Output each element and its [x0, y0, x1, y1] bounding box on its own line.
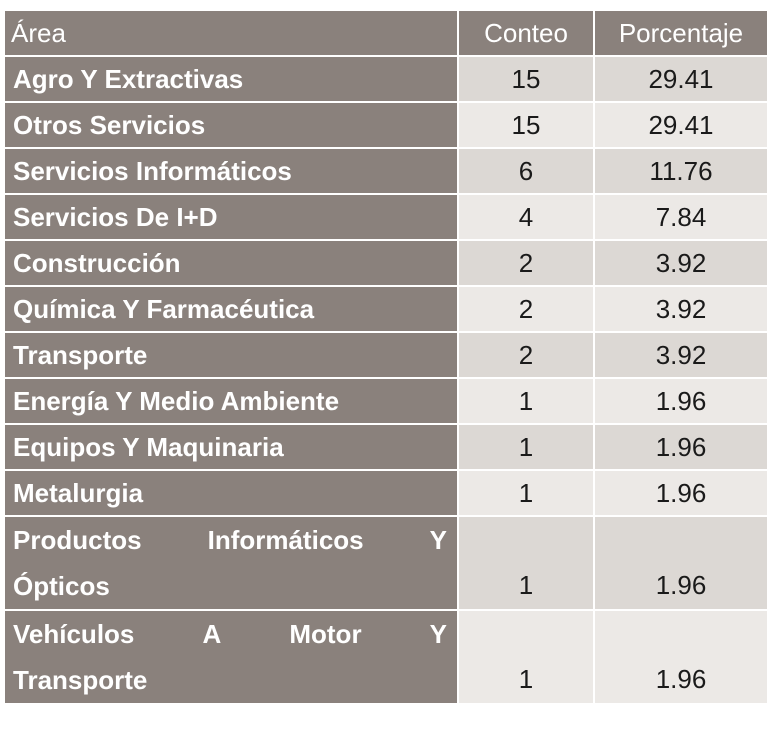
table-row: Construcción 2 3.92 — [5, 241, 767, 285]
area-count-table: Área Conteo Porcentaje Agro Y Extractiva… — [3, 9, 769, 705]
conteo-cell: 15 — [459, 103, 593, 147]
area-cell: Servicios De I+D — [5, 195, 457, 239]
area-cell: Energía Y Medio Ambiente — [5, 379, 457, 423]
conteo-cell: 6 — [459, 149, 593, 193]
table-row: Productos Informáticos Y Ópticos 1 1.96 — [5, 517, 767, 609]
header-area: Área — [5, 11, 457, 55]
porcentaje-cell: 1.96 — [595, 425, 767, 469]
area-cell: Agro Y Extractivas — [5, 57, 457, 101]
porcentaje-cell: 3.92 — [595, 333, 767, 377]
area-cell: Vehículos A Motor Y Transporte — [5, 611, 457, 703]
header-row: Área Conteo Porcentaje — [5, 11, 767, 55]
area-word: Y — [429, 525, 447, 555]
porcentaje-cell: 1.96 — [595, 471, 767, 515]
table-row: Otros Servicios 15 29.41 — [5, 103, 767, 147]
porcentaje-cell: 11.76 — [595, 149, 767, 193]
area-cell: Construcción — [5, 241, 457, 285]
table-row: Metalurgia 1 1.96 — [5, 471, 767, 515]
table-row: Vehículos A Motor Y Transporte 1 1.96 — [5, 611, 767, 703]
area-cell: Servicios Informáticos — [5, 149, 457, 193]
table-row: Química Y Farmacéutica 2 3.92 — [5, 287, 767, 331]
porcentaje-cell: 7.84 — [595, 195, 767, 239]
porcentaje-cell: 29.41 — [595, 57, 767, 101]
area-cell: Química Y Farmacéutica — [5, 287, 457, 331]
conteo-cell: 1 — [459, 611, 593, 703]
conteo-cell: 15 — [459, 57, 593, 101]
data-table-wrapper: Área Conteo Porcentaje Agro Y Extractiva… — [3, 9, 769, 705]
conteo-cell: 1 — [459, 379, 593, 423]
conteo-cell: 2 — [459, 241, 593, 285]
table-row: Servicios De I+D 4 7.84 — [5, 195, 767, 239]
conteo-cell: 4 — [459, 195, 593, 239]
area-cell: Equipos Y Maquinaria — [5, 425, 457, 469]
table-row: Equipos Y Maquinaria 1 1.96 — [5, 425, 767, 469]
area-cell: Otros Servicios — [5, 103, 457, 147]
area-cell: Productos Informáticos Y Ópticos — [5, 517, 457, 609]
area-line-1: Vehículos A Motor Y — [13, 611, 447, 657]
conteo-cell: 2 — [459, 287, 593, 331]
table-row: Energía Y Medio Ambiente 1 1.96 — [5, 379, 767, 423]
header-conteo: Conteo — [459, 11, 593, 55]
area-line-1: Productos Informáticos Y — [13, 517, 447, 563]
area-word: Y — [429, 619, 447, 649]
porcentaje-cell: 3.92 — [595, 241, 767, 285]
area-line-2: Transporte — [13, 665, 148, 695]
area-line-2: Ópticos — [13, 571, 110, 601]
table-row: Servicios Informáticos 6 11.76 — [5, 149, 767, 193]
header-porcentaje: Porcentaje — [595, 11, 767, 55]
porcentaje-cell: 1.96 — [595, 379, 767, 423]
area-word: Informáticos — [207, 525, 364, 555]
area-cell: Metalurgia — [5, 471, 457, 515]
conteo-cell: 2 — [459, 333, 593, 377]
area-word: Productos — [13, 525, 142, 555]
porcentaje-cell: 29.41 — [595, 103, 767, 147]
conteo-cell: 1 — [459, 425, 593, 469]
area-cell: Transporte — [5, 333, 457, 377]
porcentaje-cell: 1.96 — [595, 517, 767, 609]
conteo-cell: 1 — [459, 517, 593, 609]
porcentaje-cell: 1.96 — [595, 611, 767, 703]
area-word: Vehículos — [13, 619, 135, 649]
table-row: Transporte 2 3.92 — [5, 333, 767, 377]
area-word: A — [202, 619, 222, 649]
porcentaje-cell: 3.92 — [595, 287, 767, 331]
area-word: Motor — [289, 619, 362, 649]
conteo-cell: 1 — [459, 471, 593, 515]
table-row: Agro Y Extractivas 15 29.41 — [5, 57, 767, 101]
